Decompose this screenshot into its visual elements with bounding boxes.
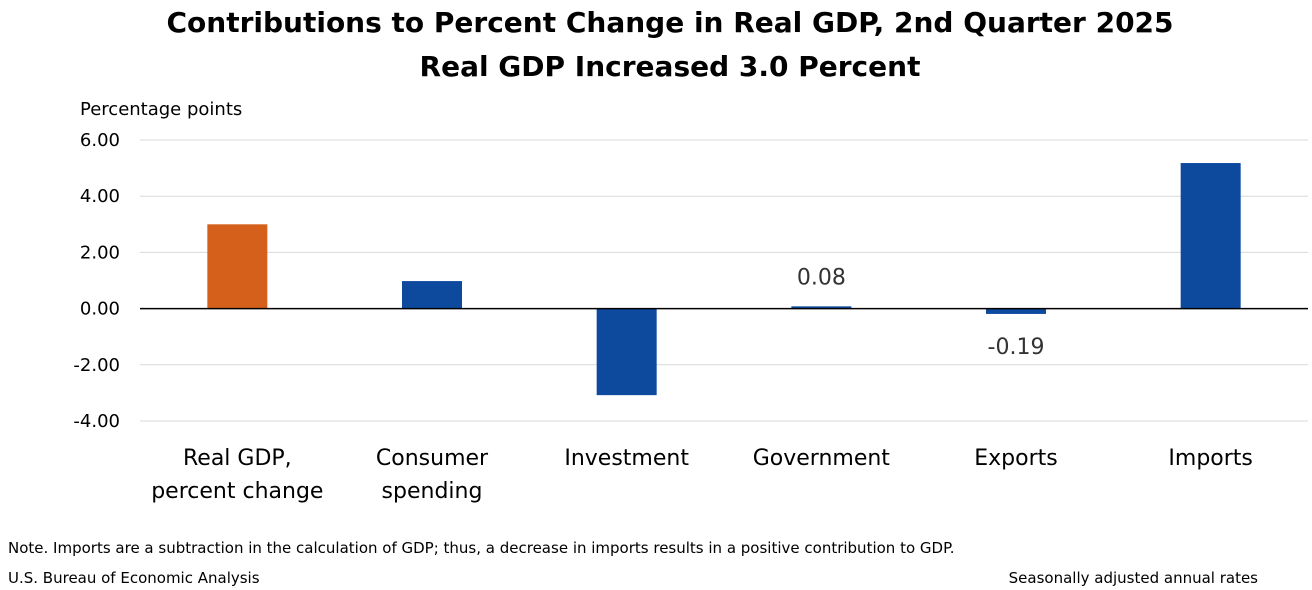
chart-subtitle: Real GDP Increased 3.0 Percent xyxy=(419,50,921,83)
x-category-label: Consumer xyxy=(376,446,489,471)
x-category-label: percent change xyxy=(151,479,323,504)
x-category-label: Government xyxy=(753,446,891,471)
y-tick-label: -4.00 xyxy=(73,411,120,432)
x-category-label: spending xyxy=(382,479,483,504)
x-category-label: Investment xyxy=(564,446,689,471)
bar xyxy=(986,308,1046,314)
y-axis-label: Percentage points xyxy=(80,99,243,120)
bar xyxy=(207,224,268,309)
data-label: 0.08 xyxy=(797,265,846,290)
y-tick-label: 6.00 xyxy=(80,130,120,151)
footnote: Note. Imports are a subtraction in the c… xyxy=(8,539,955,557)
bar xyxy=(596,308,657,396)
bar-chart: 6.00 4.00 2.00 0.00 -2.00 -4.00 Real GDP, perce… xyxy=(73,130,1308,504)
x-category-label: Real GDP, xyxy=(183,446,292,471)
rates-label: Seasonally adjusted annual rates xyxy=(1008,569,1258,587)
bar xyxy=(402,281,462,309)
x-category-label: Exports xyxy=(974,446,1057,471)
source-label: U.S. Bureau of Economic Analysis xyxy=(8,569,260,587)
data-label: -0.19 xyxy=(988,335,1045,360)
bar xyxy=(791,306,852,309)
y-tick-label: 2.00 xyxy=(80,242,120,263)
y-tick-label: -2.00 xyxy=(73,355,120,376)
y-tick-label: 4.00 xyxy=(80,186,120,207)
chart-title: Contributions to Percent Change in Real … xyxy=(166,6,1174,39)
y-tick-label: 0.00 xyxy=(80,299,120,320)
x-category-label: Imports xyxy=(1168,446,1252,471)
bar xyxy=(1180,163,1241,309)
